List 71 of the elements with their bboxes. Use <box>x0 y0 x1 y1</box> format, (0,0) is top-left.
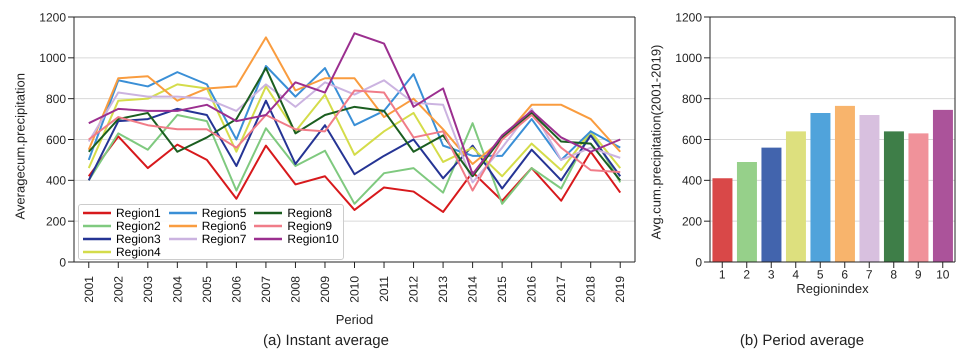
line-series <box>88 65 622 161</box>
y-tick-label: 400 <box>46 174 66 188</box>
x-tick-label: 4 <box>792 268 800 282</box>
x-tick-label: 2019 <box>613 276 628 303</box>
x-tick-label: 2014 <box>466 276 480 303</box>
x-tick-label: 2009 <box>318 276 332 303</box>
x-tick-label: 5 <box>816 268 824 282</box>
legend-label: Region1 <box>116 206 161 220</box>
bar <box>932 110 953 262</box>
y-tick-label: 800 <box>682 92 702 106</box>
x-tick-label: 2007 <box>258 276 273 303</box>
bar <box>761 148 782 262</box>
y-tick-label: 0 <box>695 255 702 270</box>
x-axis-title: Period <box>336 312 374 327</box>
legend-label: Region7 <box>202 232 246 246</box>
line-series <box>88 114 622 205</box>
x-tick-label: 2016 <box>524 276 539 303</box>
y-tick-label: 600 <box>682 132 702 147</box>
legend-label: Region2 <box>116 218 161 232</box>
y-tick-label: 1000 <box>39 51 66 66</box>
legend-label: Region5 <box>202 206 246 220</box>
bar <box>859 115 880 262</box>
bar <box>736 162 757 262</box>
legend-label: Region8 <box>287 206 332 220</box>
x-tick-label: 2001 <box>82 276 96 303</box>
x-tick-label: 6 <box>841 268 848 282</box>
x-tick-label: 3 <box>768 268 775 282</box>
y-tick-label: 600 <box>46 132 66 147</box>
x-tick-label: 2004 <box>170 276 184 303</box>
text: (a) Instant average <box>262 332 390 349</box>
x-tick-label: 7 <box>866 268 873 282</box>
x-tick-label: 10 <box>936 268 950 282</box>
y-tick-label: 1000 <box>675 51 702 66</box>
x-tick-label: 2015 <box>495 276 510 303</box>
x-tick-label: 2 <box>743 268 750 282</box>
bar <box>810 112 830 262</box>
bar <box>908 133 928 262</box>
y-tick-label: 200 <box>682 214 702 228</box>
x-tick-label: 2005 <box>200 276 214 303</box>
x-tick-label: 2003 <box>140 276 155 303</box>
y-tick-label: 200 <box>46 214 66 228</box>
x-tick-label: 2008 <box>288 276 302 303</box>
text: (b) Period average <box>738 332 866 349</box>
bar <box>834 106 855 262</box>
x-tick-label: 2011 <box>377 276 392 302</box>
legend-label: Region6 <box>202 218 246 232</box>
x-tick-label: 2017 <box>554 276 568 303</box>
x-axis-title: Regionindex <box>796 281 870 296</box>
legend-label: Region4 <box>116 244 161 258</box>
legend-label: Region10 <box>287 232 339 246</box>
x-tick-label: 2010 <box>348 276 362 303</box>
x-tick-label: 2013 <box>436 276 450 303</box>
y-axis-title: Averagecum.precipitation <box>12 73 28 220</box>
y-tick-label: 800 <box>46 92 66 106</box>
x-tick-label: 2006 <box>229 276 244 303</box>
y-tick-label: 1200 <box>675 10 702 24</box>
legend-label: Region3 <box>116 232 161 246</box>
bar <box>712 178 732 262</box>
x-tick-label: 2018 <box>584 276 598 303</box>
x-tick-label: 8 <box>890 268 898 282</box>
x-tick-label: 2002 <box>111 276 126 303</box>
y-axis-title: Avg.cum.precipitation(2001-2019) <box>648 44 664 240</box>
bar <box>786 131 806 262</box>
bar <box>884 131 904 262</box>
y-tick-label: 400 <box>682 174 702 188</box>
x-tick-label: 9 <box>914 268 922 282</box>
y-tick-label: 0 <box>59 255 66 270</box>
legend-label: Region9 <box>287 218 332 232</box>
y-tick-label: 1200 <box>39 10 66 24</box>
x-tick-label: 1 <box>718 268 726 282</box>
x-tick-label: 2012 <box>406 276 421 303</box>
